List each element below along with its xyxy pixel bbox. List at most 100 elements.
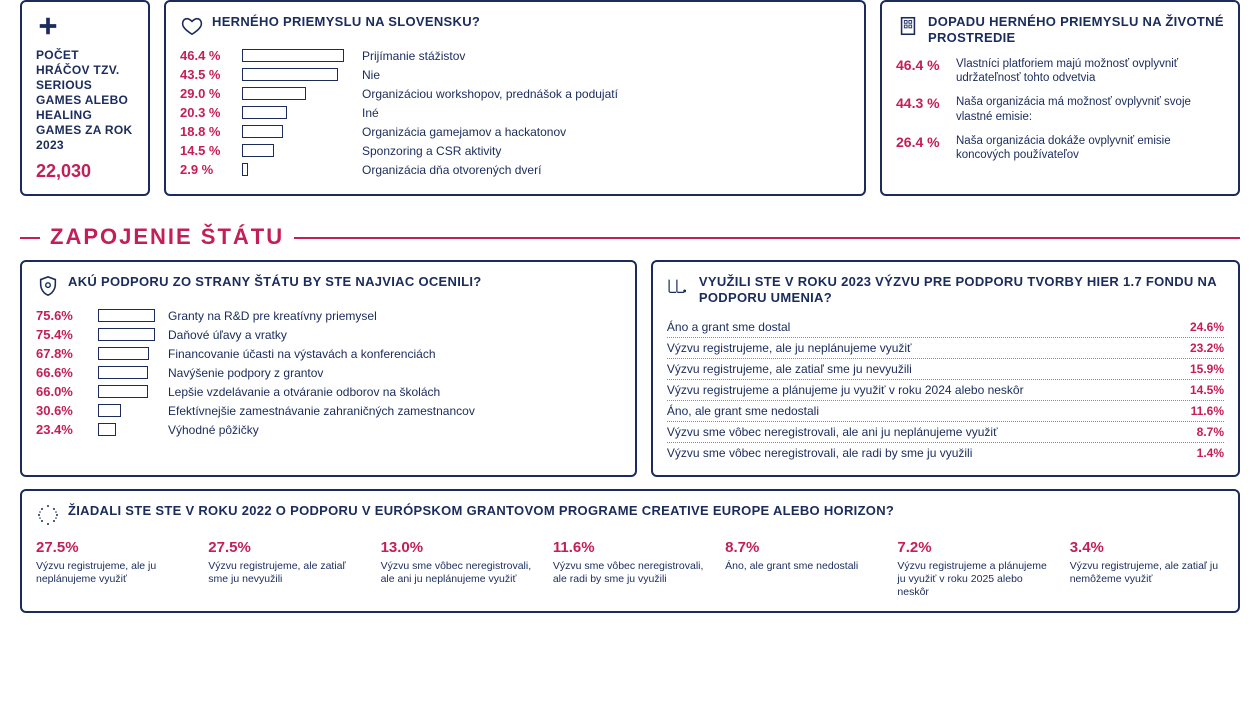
bar-track bbox=[98, 385, 158, 398]
bar-pct: 29.0 % bbox=[180, 86, 232, 101]
fund-pct: 15.9% bbox=[1190, 362, 1224, 376]
fund-label: Áno a grant sme dostal bbox=[667, 320, 790, 334]
fund-pct: 1.4% bbox=[1197, 446, 1224, 460]
industry-panel: HERNÉHO PRIEMYSLU NA SLOVENSKU? 46.4 % Pr… bbox=[164, 0, 866, 196]
bar-fill bbox=[98, 385, 148, 398]
bar-label: Iné bbox=[362, 106, 379, 120]
bar-pct: 75.6% bbox=[36, 308, 88, 323]
bar-fill bbox=[242, 68, 338, 81]
bar-row: 20.3 % Iné bbox=[180, 105, 850, 120]
impact-rows: 46.4 %Vlastníci platforiem majú možnosť … bbox=[896, 57, 1224, 163]
bar-fill bbox=[242, 87, 306, 100]
fund-label: Výzvu sme vôbec neregistrovali, ale radi… bbox=[667, 446, 972, 460]
bar-pct: 75.4% bbox=[36, 327, 88, 342]
bar-pct: 30.6% bbox=[36, 403, 88, 418]
support-bars: 75.6% Granty na R&D pre kreatívny priemys… bbox=[36, 308, 621, 437]
bar-pct: 66.0% bbox=[36, 384, 88, 399]
fund-row: Výzvu registrujeme a plánujeme ju využiť… bbox=[667, 380, 1224, 401]
bar-row: 66.0%Lepšie vzdelávanie a otváranie odbo… bbox=[36, 384, 621, 399]
fund-row: Výzvu sme vôbec neregistrovali, ale radi… bbox=[667, 443, 1224, 463]
bar-pct: 46.4 % bbox=[180, 48, 232, 63]
bar-pct: 23.4% bbox=[36, 422, 88, 437]
eu-text: Výzvu registrujeme a plánujeme ju využiť… bbox=[897, 560, 1051, 599]
bar-track bbox=[98, 347, 158, 360]
fund-pct: 14.5% bbox=[1190, 383, 1224, 397]
bar-row: 67.8% Financovanie účasti na výstavách a … bbox=[36, 346, 621, 361]
bar-fill bbox=[242, 163, 248, 176]
bar-fill bbox=[242, 144, 274, 157]
fund-label: Výzvu registrujeme, ale ju neplánujeme v… bbox=[667, 341, 912, 355]
bar-pct: 20.3 % bbox=[180, 105, 232, 120]
bar-row: 29.0 % Organizáciou workshopov, prednášok… bbox=[180, 86, 850, 101]
bar-row: 30.6%Efektívnejšie zamestnávanie zahrani… bbox=[36, 403, 621, 418]
eu-text: Výzvu sme vôbec neregistrovali, ale radi… bbox=[553, 560, 707, 586]
fund-pct: 11.6% bbox=[1191, 404, 1224, 418]
bar-pct: 43.5 % bbox=[180, 67, 232, 82]
eu-title: ŽIADALI STE STE V ROKU 2022 O PODPORU V … bbox=[68, 503, 894, 519]
eu-item: 27.5%Výzvu registrujeme, ale zatiaľ sme … bbox=[208, 539, 362, 599]
impact-title: DOPADU HERNÉHO PRIEMYSLU NA ŽIVOTNÉ PROS… bbox=[928, 14, 1224, 47]
impact-row: 44.3 % Naša organizácia má možnosť ovplyv… bbox=[896, 95, 1224, 124]
bar-track bbox=[242, 163, 352, 176]
fund-row: Áno, ale grant sme nedostali 11.6% bbox=[667, 401, 1224, 422]
eu-item: 7.2% Výzvu registrujeme a plánujeme ju vy… bbox=[897, 539, 1051, 599]
bar-fill bbox=[242, 49, 344, 62]
bar-track bbox=[242, 87, 352, 100]
fund-row: Výzvu registrujeme, ale ju neplánujeme v… bbox=[667, 338, 1224, 359]
bar-row: 43.5 % Nie bbox=[180, 67, 850, 82]
building-icon bbox=[896, 14, 920, 38]
plus-icon bbox=[36, 14, 60, 38]
eu-text: Výzvu registrujeme, ale zatiaľ sme ju ne… bbox=[208, 560, 362, 586]
impact-pct: 44.3 % bbox=[896, 95, 946, 111]
bar-row: 14.5 %Sponzoring a CSR aktivity bbox=[180, 143, 850, 158]
bar-track bbox=[242, 106, 352, 119]
impact-row: 26.4 % Naša organizácia dokáže ovplyvniť … bbox=[896, 134, 1224, 163]
eu-text: Výzvu registrujeme, ale zatiaľ ju nemôže… bbox=[1070, 560, 1224, 586]
bar-pct: 66.6% bbox=[36, 365, 88, 380]
impact-text: Naša organizácia má možnosť ovplyvniť sv… bbox=[956, 95, 1224, 124]
eu-header: ŽIADALI STE STE V ROKU 2022 O PODPORU V … bbox=[36, 503, 1224, 527]
bar-track bbox=[98, 366, 158, 379]
bar-row: 2.9 %Organizácia dňa otvorených dverí bbox=[180, 162, 850, 177]
impact-text: Vlastníci platforiem majú možnosť ovplyv… bbox=[956, 57, 1224, 86]
bar-fill bbox=[98, 347, 149, 360]
eu-pct: 13.0% bbox=[381, 539, 535, 556]
fund-pct: 23.2% bbox=[1190, 341, 1224, 355]
fund-label: Výzvu sme vôbec neregistrovali, ale ani … bbox=[667, 425, 998, 439]
eu-pct: 7.2% bbox=[897, 539, 1051, 556]
fund-title: VYUŽILI STE V ROKU 2023 VÝZVU PRE PODPOR… bbox=[699, 274, 1224, 307]
eu-text: Áno, ale grant sme nedostali bbox=[725, 560, 879, 573]
bar-pct: 67.8% bbox=[36, 346, 88, 361]
fund-row: Výzvu registrujeme, ale zatiaľ sme ju ne… bbox=[667, 359, 1224, 380]
state-row-1: AKÚ PODPORU ZO STRANY ŠTÁTU BY STE NAJVI… bbox=[20, 260, 1240, 477]
eu-item: 8.7% Áno, ale grant sme nedostali bbox=[725, 539, 879, 599]
impact-row: 46.4 %Vlastníci platforiem majú možnosť … bbox=[896, 57, 1224, 86]
bar-label: Financovanie účasti na výstavách a konfe… bbox=[168, 347, 436, 361]
fund-pct: 24.6% bbox=[1190, 320, 1224, 334]
bar-label: Granty na R&D pre kreatívny priemysel bbox=[168, 309, 377, 323]
bar-label: Daňové úľavy a vratky bbox=[168, 328, 287, 342]
industry-header: HERNÉHO PRIEMYSLU NA SLOVENSKU? bbox=[180, 14, 850, 38]
heart-icon bbox=[180, 14, 204, 38]
impact-pct: 26.4 % bbox=[896, 134, 946, 150]
fund-row: Výzvu sme vôbec neregistrovali, ale ani … bbox=[667, 422, 1224, 443]
bar-fill bbox=[242, 125, 283, 138]
fund-label: Áno, ale grant sme nedostali bbox=[667, 404, 819, 418]
bar-row: 75.6% Granty na R&D pre kreatívny priemys… bbox=[36, 308, 621, 323]
eu-text: Výzvu sme vôbec neregistrovali, ale ani … bbox=[381, 560, 535, 586]
bar-label: Nie bbox=[362, 68, 380, 82]
bar-track bbox=[98, 328, 158, 341]
fund-panel: VYUŽILI STE V ROKU 2023 VÝZVU PRE PODPOR… bbox=[651, 260, 1240, 477]
bar-label: Organizáciou workshopov, prednášok a pod… bbox=[362, 87, 618, 101]
eu-pct: 3.4% bbox=[1070, 539, 1224, 556]
bar-label: Sponzoring a CSR aktivity bbox=[362, 144, 501, 158]
impact-text: Naša organizácia dokáže ovplyvniť emisie… bbox=[956, 134, 1224, 163]
stat-value: 22,030 bbox=[36, 161, 134, 182]
eu-pct: 8.7% bbox=[725, 539, 879, 556]
fund-header: VYUŽILI STE V ROKU 2023 VÝZVU PRE PODPOR… bbox=[667, 274, 1224, 307]
section-title-wrap: ZAPOJENIE ŠTÁTU bbox=[20, 224, 1240, 250]
bar-track bbox=[242, 144, 352, 157]
impact-panel: DOPADU HERNÉHO PRIEMYSLU NA ŽIVOTNÉ PROS… bbox=[880, 0, 1240, 196]
bar-label: Prijímanie stážistov bbox=[362, 49, 465, 63]
bar-row: 46.4 % Prijímanie stážistov bbox=[180, 48, 850, 63]
